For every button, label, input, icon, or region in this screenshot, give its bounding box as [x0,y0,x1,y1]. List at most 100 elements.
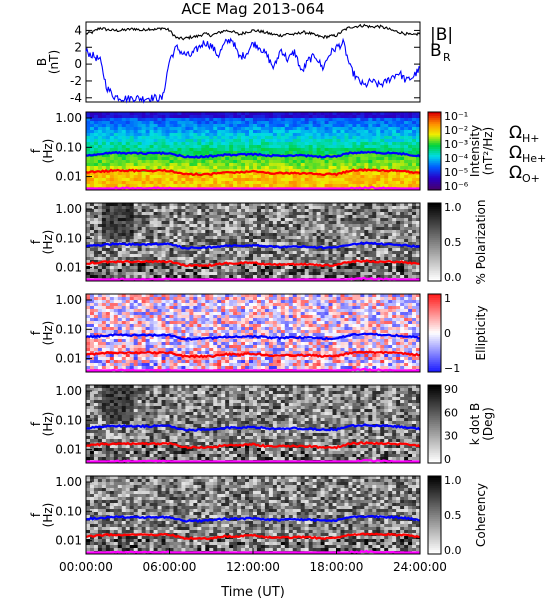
intensity-cell [141,163,146,167]
intensity-cell [101,148,107,152]
polarization-cell [292,233,298,237]
intensity-cell [288,118,294,122]
polarization-cell [292,227,298,231]
intensity-cell [101,160,107,164]
polarization-cell [296,257,302,261]
intensity-cell [237,115,242,119]
intensity-cell [125,130,131,134]
intensity-cell [113,121,119,125]
polarization-cell [217,218,222,222]
polarization-cell [225,212,230,216]
intensity-cell [324,166,329,170]
polarization-cell [288,236,294,240]
intensity-cell [372,172,377,176]
intensity-cell [149,154,154,158]
intensity-cell [316,178,321,182]
intensity-cell [392,124,397,128]
polarization-cell [189,230,194,234]
intensity-cell [197,184,202,188]
polarization-cell [105,212,111,216]
polarization-cell [400,266,405,270]
polarization-cell [133,206,138,210]
legend-H-sub: H+ [522,132,540,145]
intensity-cell [320,133,325,137]
intensity-cell [197,163,202,167]
polarization-cell [268,221,274,225]
intensity-cell [169,118,174,122]
intensity-cell [157,115,162,119]
intensity-cell [177,184,182,188]
intensity-cell [356,115,361,119]
intensity-cell [376,130,381,134]
ellipticity-cell [141,315,146,319]
intensity-cell [149,160,154,164]
polarization-cell [272,248,278,252]
polarization-cell [412,263,417,267]
intensity-spectrogram [86,112,421,191]
intensity-cell [260,160,266,164]
intensity-cell [408,139,413,143]
intensity-cell [165,154,170,158]
polarization-cell [89,233,95,237]
polarization-cell [209,269,214,273]
polarization-cell [340,266,345,270]
polarization-cell [372,212,377,216]
intensity-cell [272,148,278,152]
intensity-cell [97,112,103,116]
intensity-cell [141,145,146,149]
intensity-cell [352,136,357,140]
intensity-cell [129,133,135,137]
intensity-cell [193,139,198,143]
polarization-cell [129,224,135,228]
intensity-cell [197,157,202,161]
intensity-cell [185,139,190,143]
polarization-cell [217,239,222,243]
intensity-cell [344,139,349,143]
ellipticity-cell [86,363,91,367]
ellipticity-cell [129,321,135,325]
polarization-cell [237,239,242,243]
intensity-cell [376,175,381,179]
polarization-cell [412,224,417,228]
polarization-cell [113,224,119,228]
intensity-cell [197,148,202,152]
intensity-cell [284,145,290,149]
intensity-cell [280,115,286,119]
intensity-cell [233,157,238,161]
polarization-cell [320,236,325,240]
polarization-cell [177,275,182,279]
intensity-cell [292,169,298,173]
polarization-cell [133,263,138,267]
polarization-cell [153,227,158,231]
intensity-cell [225,127,230,131]
ellipticity-cell [89,309,95,313]
polarization-cell [392,227,397,231]
polarization-cell [332,215,337,219]
intensity-cell [121,124,127,128]
ellipticity-cell [89,315,95,319]
ellipticity-cell [121,345,127,349]
intensity-cell [209,148,214,152]
intensity-cell [117,145,123,149]
intensity-cell [133,133,138,137]
intensity-cell [245,151,250,155]
polarization-cell [117,224,123,228]
intensity-cell [197,181,202,185]
polarization-cell [316,254,321,258]
intensity-cell [384,127,389,131]
polarization-cell [408,275,413,279]
intensity-cell [217,169,222,173]
polarization-cell [165,269,170,273]
intensity-cell [189,115,194,119]
intensity-cell [169,172,174,176]
intensity-cell [157,145,162,149]
polarization-cell [197,236,202,240]
intensity-cell [376,142,381,146]
polarization-cell [241,248,246,252]
polarization-cell [149,209,154,213]
intensity-cell [245,118,250,122]
intensity-cell [272,157,278,161]
intensity-cell [400,160,405,164]
polarization-cell [412,242,417,246]
